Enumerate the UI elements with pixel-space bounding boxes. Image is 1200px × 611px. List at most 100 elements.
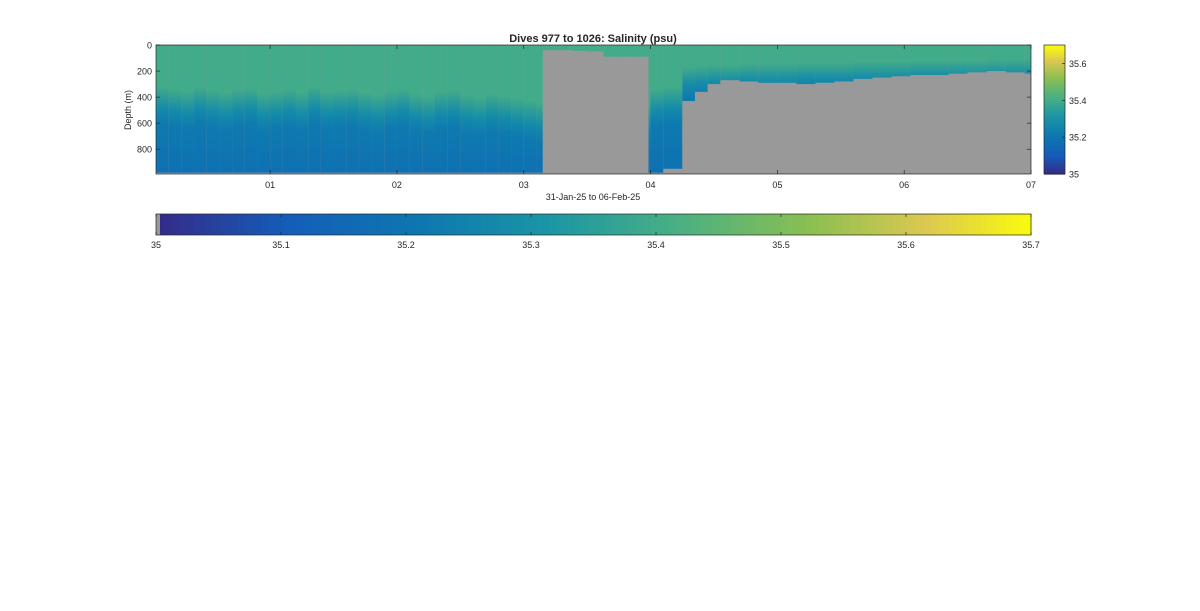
colorbar-swatch: [1044, 50, 1065, 53]
chart-title: Dives 977 to 1026: Salinity (psu): [509, 33, 677, 45]
profile-column: [244, 45, 258, 173]
colorbar-swatch: [1044, 67, 1065, 70]
plot-frame: [155, 44, 1032, 175]
colorbar-swatch: [262, 214, 270, 235]
colorbar-swatch: [562, 214, 570, 235]
colorbar-swatch: [681, 214, 688, 235]
profile-column: [511, 45, 524, 173]
bottom-colorbar-label: 35.2: [397, 240, 415, 250]
colorbar-swatch: [1044, 96, 1065, 100]
colorbar-swatch: [224, 214, 232, 235]
colorbar-swatch: [399, 214, 407, 235]
colorbar-swatch: [449, 214, 457, 235]
colorbar-swatch: [993, 214, 1001, 235]
colorbar-swatch: [718, 214, 726, 235]
colorbar-swatch: [968, 214, 976, 235]
colorbar-swatch: [918, 214, 926, 235]
x-tick-label: 05: [772, 180, 782, 190]
colorbar-swatch: [1044, 91, 1065, 94]
colorbar-swatch: [1044, 46, 1065, 50]
no-data-block: [542, 50, 559, 174]
colorbar-swatch: [643, 214, 651, 235]
colorbar-swatch: [1044, 138, 1065, 142]
colorbar-swatch: [631, 214, 638, 235]
colorbar-swatch: [881, 214, 888, 235]
profile-column: [910, 45, 930, 75]
profile-column: [156, 45, 169, 173]
colorbar-swatch: [937, 214, 945, 235]
profile-column: [498, 45, 512, 173]
colorbar-swatch: [699, 214, 707, 235]
colorbar-swatch: [1044, 135, 1065, 138]
colorbar-swatch: [418, 214, 426, 235]
colorbar-swatch: [649, 214, 657, 235]
colorbar-swatch: [1044, 162, 1065, 166]
colorbar-swatch: [687, 214, 695, 235]
colorbar-swatch: [237, 214, 245, 235]
colorbar-swatch: [331, 214, 338, 235]
x-axis-ticks: 01 02 03 04 05 06 07: [265, 45, 1036, 190]
bottom-colorbar: 35 35.1 35.2 35.3 35.4 35.5 35.6 35.7: [151, 213, 1040, 250]
colorbar-swatch: [1044, 100, 1065, 103]
profile-column: [232, 45, 245, 173]
y-tick-label: 800: [137, 145, 152, 155]
colorbar-swatch: [499, 214, 507, 235]
y-tick-label: 0: [147, 41, 152, 51]
y-tick-label: 200: [137, 67, 152, 77]
colorbar-swatch: [1044, 92, 1065, 96]
colorbar-swatch: [443, 214, 451, 235]
colorbar-swatch: [843, 214, 851, 235]
colorbar-swatch: [1044, 83, 1065, 87]
profile-column: [333, 45, 347, 173]
profile-column: [257, 45, 271, 173]
colorbar-swatch: [337, 214, 345, 235]
colorbar-swatch: [1044, 107, 1065, 111]
colorbar-swatch: [412, 214, 420, 235]
colorbar-swatch: [556, 214, 563, 235]
colorbar-swatch: [299, 214, 307, 235]
colorbar-swatch: [1018, 214, 1026, 235]
profile-column: [295, 45, 309, 173]
colorbar-swatch: [1044, 85, 1065, 88]
colorbar-swatch: [899, 214, 907, 235]
no-data-swatch: [156, 214, 160, 235]
colorbar-swatch: [906, 214, 913, 235]
colorbar-swatch: [312, 214, 320, 235]
colorbar-swatch: [318, 214, 326, 235]
profile-column: [308, 45, 321, 173]
bottom-colorbar-frame: [155, 213, 1032, 236]
colorbar-swatch: [1044, 74, 1065, 77]
colorbar-swatch: [506, 214, 513, 235]
profile-column: [282, 45, 296, 173]
profile-column: [270, 45, 283, 173]
colorbar-swatch: [437, 214, 445, 235]
profile-column: [409, 45, 423, 173]
colorbar-swatch: [662, 214, 670, 235]
profile-column: [181, 45, 195, 173]
colorbar-swatch: [849, 214, 857, 235]
colorbar-swatch: [768, 214, 776, 235]
profile-column: [796, 45, 816, 85]
colorbar-swatch: [924, 214, 932, 235]
colorbar-swatch: [168, 214, 176, 235]
colorbar-swatch: [668, 214, 676, 235]
y-axis-ticks: 0 200 400 600 800: [137, 41, 1031, 155]
colorbar-swatch: [693, 214, 701, 235]
colorbar-swatch: [368, 214, 376, 235]
colorbar-swatch: [187, 214, 195, 235]
colorbar-swatch: [1044, 45, 1065, 48]
colorbar-swatch: [593, 214, 601, 235]
colorbar-swatch: [1044, 129, 1065, 133]
colorbar-swatch: [774, 214, 782, 235]
x-tick-label: 03: [519, 180, 529, 190]
colorbar-swatch: [824, 214, 832, 235]
x-axis-label: 31-Jan-25 to 06-Feb-25: [546, 192, 641, 202]
side-colorbar-label: 35: [1069, 170, 1079, 180]
colorbar-swatch: [912, 214, 920, 235]
colorbar-swatch: [1044, 148, 1065, 151]
colorbar-swatch: [387, 214, 395, 235]
colorbar-swatch: [343, 214, 351, 235]
colorbar-swatch: [606, 214, 613, 235]
colorbar-swatch: [524, 214, 532, 235]
colorbar-swatch: [1012, 214, 1020, 235]
